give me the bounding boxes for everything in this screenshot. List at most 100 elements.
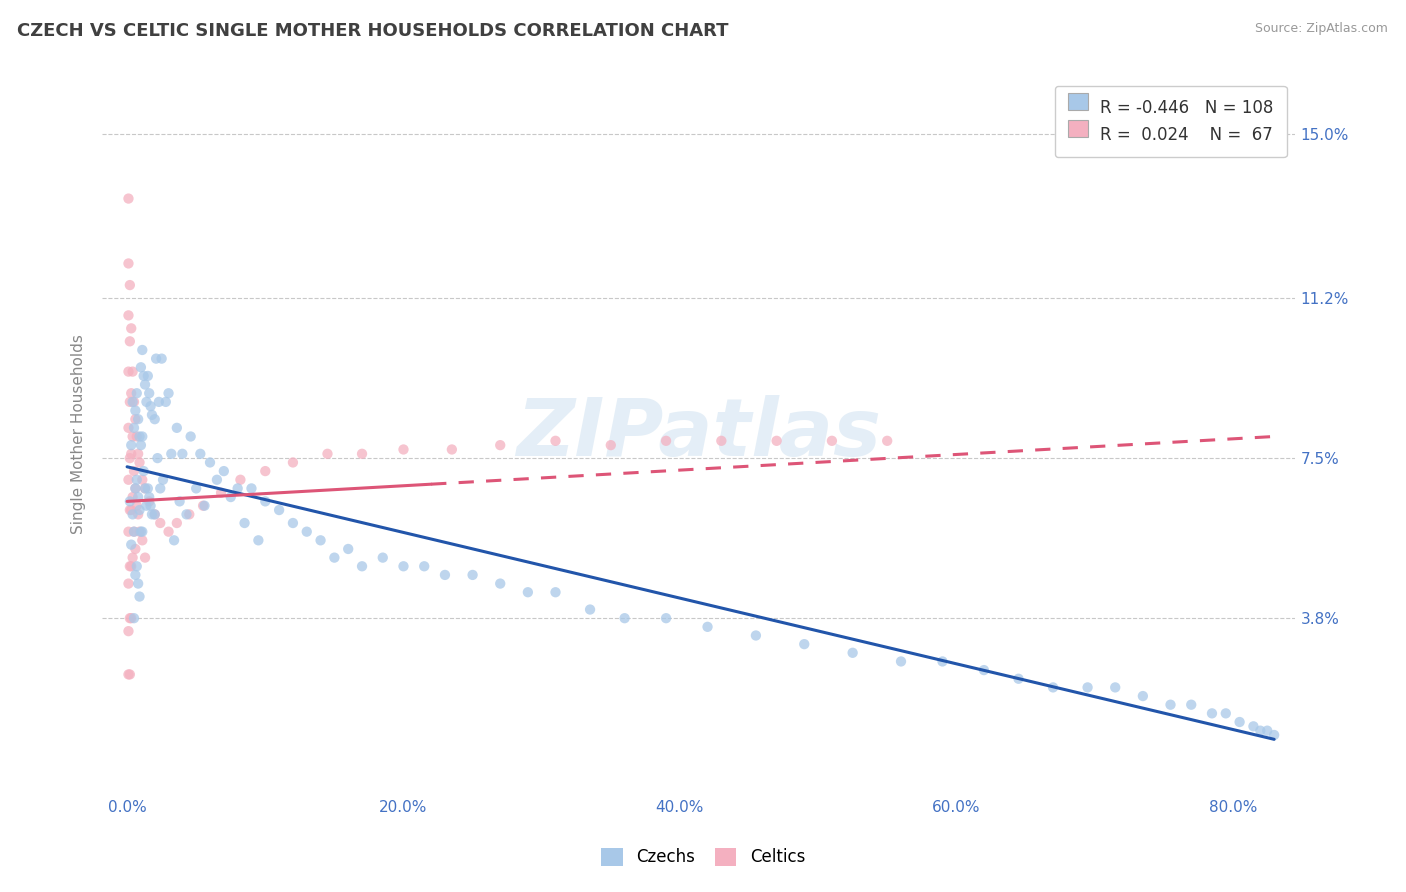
- Point: [163, 533, 186, 548]
- Point: [765, 434, 787, 448]
- Point: [117, 524, 139, 539]
- Point: [136, 368, 159, 383]
- Point: [821, 434, 844, 448]
- Point: [118, 395, 141, 409]
- Point: [131, 343, 153, 357]
- Point: [121, 490, 143, 504]
- Point: [1215, 706, 1237, 721]
- Point: [117, 473, 139, 487]
- Point: [489, 438, 512, 452]
- Point: [323, 550, 346, 565]
- Point: [118, 451, 141, 466]
- Point: [117, 624, 139, 639]
- Point: [295, 524, 318, 539]
- Point: [745, 628, 768, 642]
- Point: [179, 508, 201, 522]
- Point: [710, 434, 733, 448]
- Point: [121, 429, 143, 443]
- Point: [205, 473, 228, 487]
- Point: [120, 611, 142, 625]
- Point: [120, 386, 142, 401]
- Point: [129, 524, 152, 539]
- Point: [128, 429, 150, 443]
- Point: [841, 646, 863, 660]
- Point: [143, 508, 166, 522]
- Point: [793, 637, 815, 651]
- Point: [281, 516, 304, 530]
- Point: [350, 447, 373, 461]
- Point: [121, 550, 143, 565]
- Point: [309, 533, 332, 548]
- Point: [118, 334, 141, 349]
- Point: [128, 524, 150, 539]
- Point: [121, 508, 143, 522]
- Point: [152, 473, 174, 487]
- Point: [128, 590, 150, 604]
- Point: [579, 602, 602, 616]
- Point: [160, 447, 183, 461]
- Point: [118, 611, 141, 625]
- Point: [135, 395, 157, 409]
- Point: [127, 447, 149, 461]
- Text: ZIPatlas: ZIPatlas: [516, 395, 882, 474]
- Point: [172, 447, 194, 461]
- Point: [544, 434, 567, 448]
- Point: [371, 550, 394, 565]
- Point: [890, 655, 912, 669]
- Point: [125, 386, 148, 401]
- Point: [125, 499, 148, 513]
- Point: [392, 442, 415, 457]
- Point: [117, 309, 139, 323]
- Point: [134, 482, 156, 496]
- Point: [155, 395, 177, 409]
- Point: [1241, 719, 1264, 733]
- Point: [392, 559, 415, 574]
- Y-axis label: Single Mother Households: Single Mother Households: [72, 334, 86, 534]
- Point: [129, 360, 152, 375]
- Point: [122, 611, 145, 625]
- Point: [461, 568, 484, 582]
- Point: [1077, 681, 1099, 695]
- Point: [118, 667, 141, 681]
- Point: [131, 524, 153, 539]
- Point: [120, 447, 142, 461]
- Point: [120, 559, 142, 574]
- Point: [226, 482, 249, 496]
- Point: [131, 533, 153, 548]
- Point: [212, 464, 235, 478]
- Point: [120, 538, 142, 552]
- Point: [229, 473, 252, 487]
- Point: [117, 256, 139, 270]
- Point: [122, 464, 145, 478]
- Point: [122, 421, 145, 435]
- Point: [132, 368, 155, 383]
- Point: [209, 485, 232, 500]
- Point: [1104, 681, 1126, 695]
- Point: [131, 473, 153, 487]
- Point: [599, 438, 621, 452]
- Point: [146, 451, 169, 466]
- Point: [118, 559, 141, 574]
- Point: [135, 499, 157, 513]
- Point: [233, 516, 256, 530]
- Point: [138, 494, 160, 508]
- Text: Source: ZipAtlas.com: Source: ZipAtlas.com: [1254, 22, 1388, 36]
- Point: [117, 365, 139, 379]
- Point: [127, 508, 149, 522]
- Point: [489, 576, 512, 591]
- Point: [191, 499, 214, 513]
- Point: [1132, 689, 1154, 703]
- Point: [240, 482, 263, 496]
- Point: [180, 429, 202, 443]
- Point: [120, 503, 142, 517]
- Point: [145, 351, 167, 366]
- Point: [143, 508, 166, 522]
- Point: [1263, 728, 1285, 742]
- Legend: R = -0.446   N = 108, R =  0.024    N =  67: R = -0.446 N = 108, R = 0.024 N = 67: [1054, 86, 1286, 157]
- Legend: Czechs, Celtics: Czechs, Celtics: [595, 841, 811, 873]
- Point: [254, 464, 277, 478]
- Point: [149, 482, 172, 496]
- Point: [157, 386, 180, 401]
- Point: [440, 442, 463, 457]
- Point: [316, 447, 339, 461]
